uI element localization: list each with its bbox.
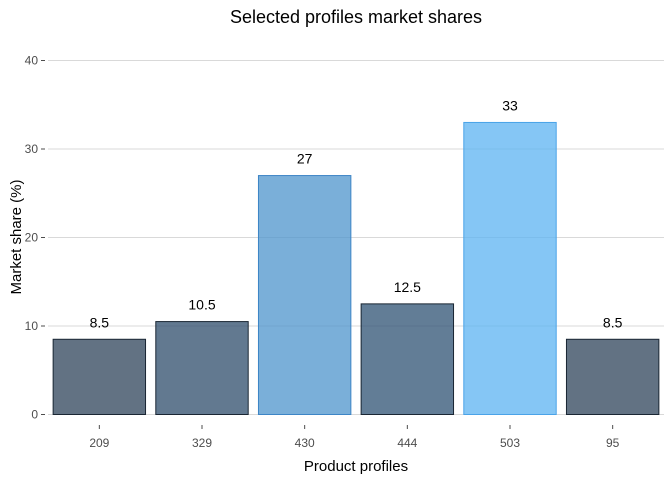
x-tick-label-209: 209: [89, 436, 109, 450]
bars: [52, 121, 660, 416]
x-tick-label-444: 444: [397, 436, 417, 450]
y-axis-ticks: 0 10 20 30 40: [25, 54, 45, 422]
data-label-444: 12.5: [394, 279, 421, 295]
bar-95: [565, 338, 660, 415]
data-label-430: 27: [297, 151, 313, 167]
x-tick-label-430: 430: [295, 436, 315, 450]
x-tick-label-95: 95: [606, 436, 620, 450]
chart-title: Selected profiles market shares: [230, 7, 482, 27]
y-axis-title: Market share (%): [8, 179, 25, 294]
data-label-329: 10.5: [188, 297, 215, 313]
bar-430: [257, 175, 352, 415]
y-tick-label: 40: [25, 54, 39, 68]
x-tick-label-329: 329: [192, 436, 212, 450]
data-label-503: 33: [502, 97, 518, 113]
data-label-95: 8.5: [603, 314, 623, 330]
x-axis-title: Product profiles: [304, 458, 408, 475]
x-tick-label-503: 503: [500, 436, 520, 450]
x-axis-ticks: 209 329 430 444 503 95: [89, 425, 620, 450]
y-tick-label: 30: [25, 142, 39, 156]
data-label-209: 8.5: [90, 314, 110, 330]
bar-503: [463, 121, 557, 415]
bar-329: [155, 321, 249, 416]
bar-444: [360, 303, 455, 415]
bar-209: [52, 338, 147, 415]
y-tick-label: 10: [25, 319, 39, 333]
y-tick-label: 20: [25, 231, 39, 245]
gridlines: [48, 60, 664, 415]
data-labels: 8.5 10.5 27 12.5 33 8.5: [90, 97, 623, 330]
y-tick-label: 0: [31, 408, 38, 422]
